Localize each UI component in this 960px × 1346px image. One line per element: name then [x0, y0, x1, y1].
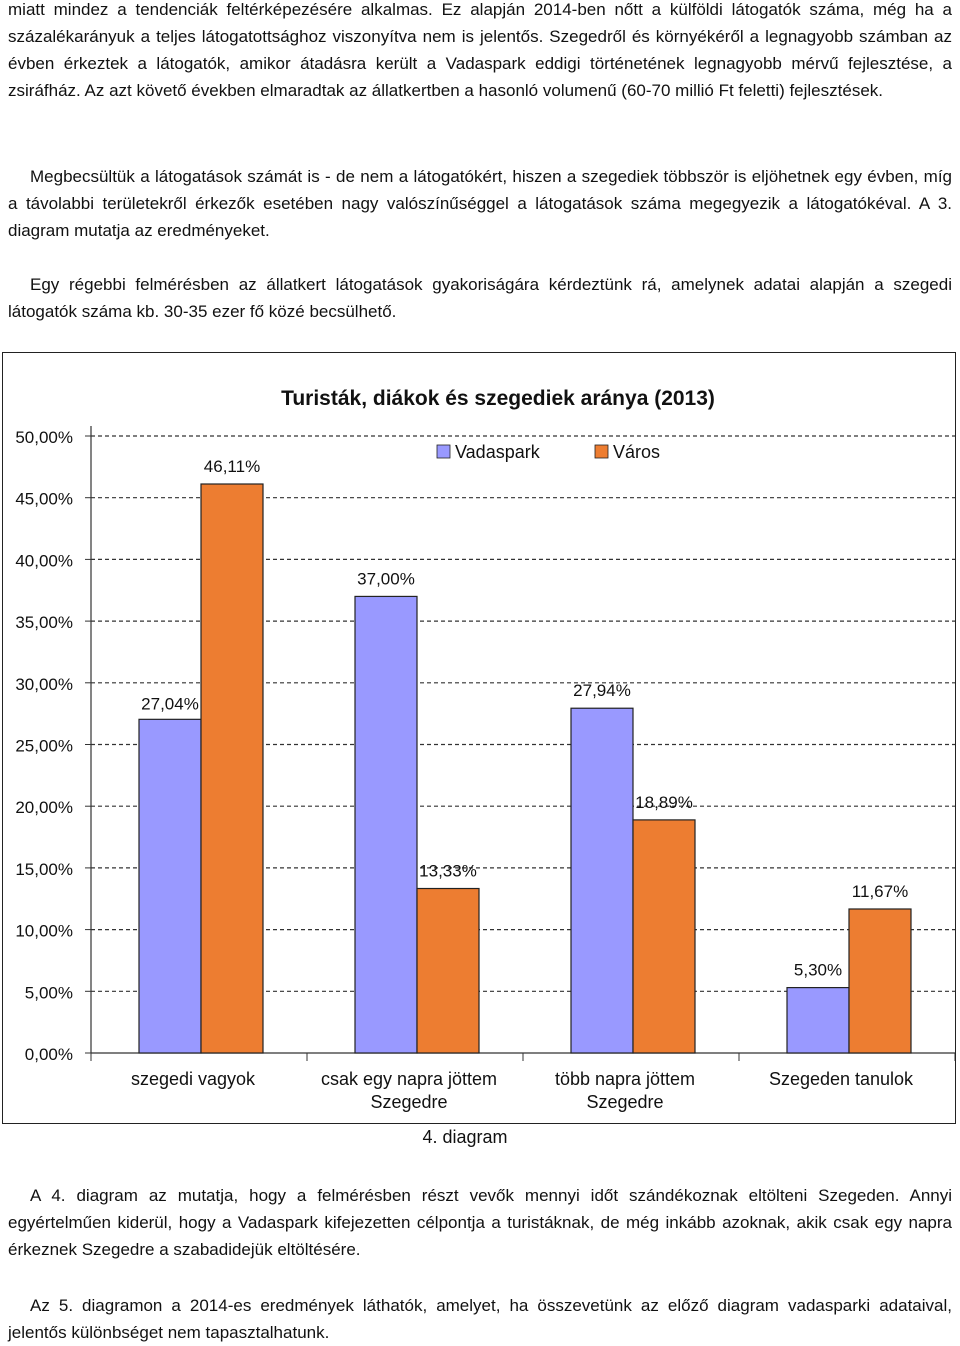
x-category-label: szegedi vagyok	[131, 1069, 256, 1089]
y-tick-label: 40,00%	[15, 551, 73, 570]
x-category-label-line: szegedi vagyok	[131, 1069, 256, 1089]
legend-label-varos: Város	[613, 442, 660, 462]
legend-swatch-varos	[594, 444, 609, 459]
y-tick-label: 20,00%	[15, 798, 73, 817]
legend-label-vadaspark: Vadaspark	[455, 442, 541, 462]
chart-title: Turisták, diákok és szegediek aránya (20…	[281, 387, 715, 410]
bar-varos	[416, 887, 480, 1054]
y-tick-label: 15,00%	[15, 860, 73, 879]
x-category-label: több napra jöttem Szegedre	[555, 1069, 695, 1112]
y-tick-label: 0,00%	[25, 1045, 73, 1064]
x-category-label: csak egy napra jöttem Szegedre	[321, 1069, 497, 1112]
y-tick-label: 10,00%	[15, 922, 73, 941]
data-label: 11,67%	[852, 882, 908, 901]
paragraph-1: miatt mindez a tendenciák feltérképezésé…	[8, 0, 952, 100]
data-label: 5,30%	[794, 961, 842, 980]
legend-swatch-vadaspark	[436, 444, 451, 459]
paragraph-3: Egy régebbi felmérésben az állatkert lát…	[8, 275, 952, 321]
y-tick-label: 35,00%	[15, 613, 73, 632]
x-category-label-line: több napra jöttem	[555, 1069, 695, 1089]
bar-chart: Turisták, diákok és szegediek aránya (20…	[15, 387, 955, 1112]
diagram-caption: 4. diagram	[422, 1127, 508, 1147]
x-category-label-line: Szegedre	[586, 1092, 663, 1112]
x-category-label-line: Szegedre	[370, 1092, 447, 1112]
chart-frame: Turisták, diákok és szegediek aránya (20…	[2, 352, 956, 1124]
paragraph-4: A 4. diagram az mutatja, hogy a felmérés…	[8, 1186, 952, 1259]
data-label: 46,11%	[204, 457, 260, 476]
bar-vadaspark	[786, 986, 850, 1054]
x-category-label-line: Szegeden tanulok	[769, 1069, 914, 1089]
y-tick-label: 5,00%	[25, 983, 73, 1002]
paragraph-2: Megbecsültük a látogatások számát is - d…	[8, 167, 952, 240]
bar-varos	[848, 908, 912, 1054]
data-label: 13,33%	[419, 862, 477, 881]
bar-vadaspark	[570, 707, 634, 1054]
x-category-label-line: csak egy napra jöttem	[321, 1069, 497, 1089]
bar-vadaspark	[354, 595, 418, 1054]
data-label: 27,94%	[573, 681, 631, 700]
x-category-label: Szegeden tanulok	[769, 1069, 914, 1089]
bar-varos	[200, 483, 264, 1054]
data-label: 18,89%	[635, 793, 693, 812]
paragraph-5: Az 5. diagramon a 2014-es eredmények lát…	[8, 1296, 952, 1342]
bar-vadaspark	[138, 718, 202, 1054]
y-tick-label: 45,00%	[15, 490, 73, 509]
data-label: 27,04%	[141, 694, 199, 713]
y-tick-label: 50,00%	[15, 428, 73, 447]
data-label: 37,00%	[357, 569, 415, 588]
y-tick-label: 25,00%	[15, 737, 73, 756]
bar-varos	[632, 819, 696, 1054]
y-tick-label: 30,00%	[15, 675, 73, 694]
